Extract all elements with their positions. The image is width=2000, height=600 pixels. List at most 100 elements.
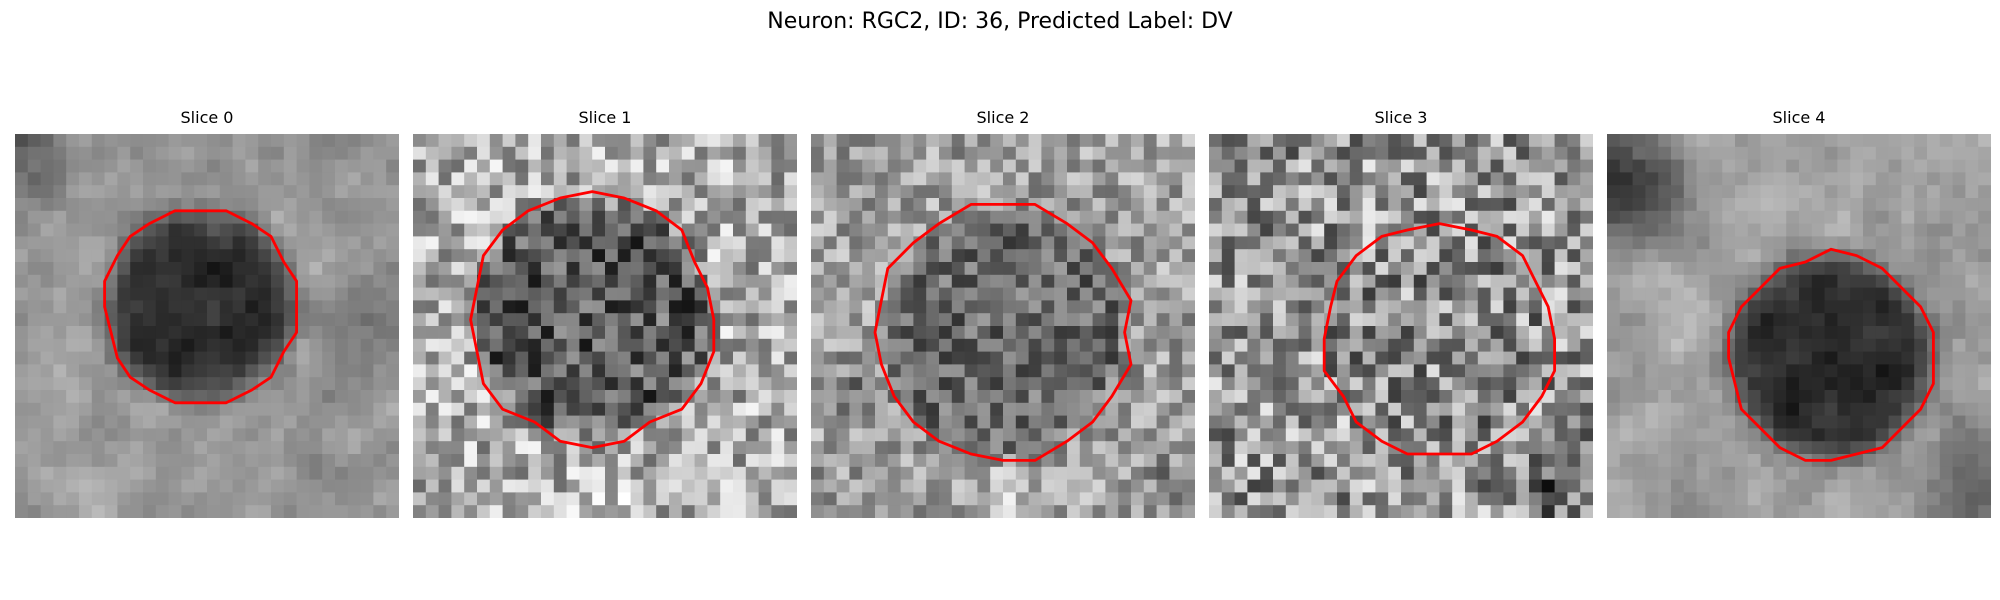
image-pixel: [964, 390, 978, 404]
image-pixel: [66, 287, 80, 301]
image-pixel: [207, 159, 221, 173]
image-pixel: [1273, 274, 1287, 288]
image-pixel: [181, 454, 195, 468]
image-pixel: [745, 146, 759, 160]
image-pixel: [1965, 402, 1979, 416]
image-pixel: [502, 287, 516, 301]
image-pixel: [771, 223, 785, 237]
image-pixel: [1401, 364, 1415, 378]
image-pixel: [643, 454, 657, 468]
image-pixel: [1965, 377, 1979, 391]
image-pixel: [1619, 466, 1633, 480]
image-pixel: [1234, 313, 1248, 327]
image-pixel: [784, 287, 797, 301]
image-pixel: [1285, 249, 1299, 263]
image-pixel: [913, 505, 927, 518]
image-pixel: [40, 415, 54, 429]
image-pixel: [1439, 492, 1453, 506]
image-pixel: [592, 377, 606, 391]
image-pixel: [245, 249, 259, 263]
image-pixel: [926, 210, 940, 224]
image-pixel: [1580, 249, 1593, 263]
image-pixel: [1156, 236, 1170, 250]
image-pixel: [1619, 223, 1633, 237]
image-pixel: [1131, 210, 1145, 224]
image-pixel: [1092, 326, 1106, 340]
image-pixel: [53, 262, 67, 276]
image-pixel: [1799, 441, 1813, 455]
image-pixel: [541, 402, 555, 416]
image-pixel: [1683, 441, 1697, 455]
image-pixel: [528, 274, 542, 288]
image-pixel: [207, 351, 221, 365]
image-pixel: [386, 441, 399, 455]
image-pixel: [1311, 274, 1325, 288]
image-pixel: [1965, 390, 1979, 404]
image-pixel: [1028, 492, 1042, 506]
image-pixel: [1722, 223, 1736, 237]
image-pixel: [258, 492, 272, 506]
image-pixel: [745, 262, 759, 276]
image-pixel: [758, 338, 772, 352]
image-pixel: [1607, 185, 1621, 199]
image-pixel: [91, 377, 105, 391]
image-pixel: [1337, 364, 1351, 378]
image-pixel: [438, 274, 452, 288]
image-pixel: [964, 454, 978, 468]
image-pixel: [53, 313, 67, 327]
image-pixel: [1477, 313, 1491, 327]
image-pixel: [245, 313, 259, 327]
image-pixel: [617, 492, 631, 506]
image-pixel: [489, 198, 503, 212]
image-pixel: [1914, 338, 1928, 352]
image-pixel: [1054, 287, 1068, 301]
image-pixel: [1773, 492, 1787, 506]
image-pixel: [258, 364, 272, 378]
image-pixel: [656, 313, 670, 327]
image-pixel: [1850, 390, 1864, 404]
image-pixel: [926, 351, 940, 365]
image-pixel: [438, 441, 452, 455]
image-pixel: [15, 159, 29, 173]
image-pixel: [1850, 313, 1864, 327]
image-pixel: [875, 172, 889, 186]
image-pixel: [219, 492, 233, 506]
image-pixel: [373, 428, 387, 442]
image-pixel: [515, 300, 529, 314]
image-pixel: [990, 210, 1004, 224]
image-pixel: [1914, 287, 1928, 301]
image-pixel: [438, 428, 452, 442]
image-pixel: [1182, 364, 1195, 378]
image-pixel: [1760, 364, 1774, 378]
image-pixel: [1439, 287, 1453, 301]
image-pixel: [579, 198, 593, 212]
image-pixel: [1837, 300, 1851, 314]
image-pixel: [1131, 146, 1145, 160]
image-pixel: [566, 492, 580, 506]
image-pixel: [1298, 492, 1312, 506]
image-pixel: [1747, 364, 1761, 378]
image-pixel: [811, 172, 825, 186]
image-pixel: [707, 364, 721, 378]
image-pixel: [887, 351, 901, 365]
image-pixel: [681, 185, 695, 199]
image-pixel: [1028, 313, 1042, 327]
image-pixel: [1452, 326, 1466, 340]
image-pixel: [194, 313, 208, 327]
image-pixel: [1607, 364, 1621, 378]
image-pixel: [15, 172, 29, 186]
image-pixel: [681, 198, 695, 212]
image-pixel: [194, 428, 208, 442]
image-pixel: [1156, 492, 1170, 506]
image-pixel: [1054, 415, 1068, 429]
image-pixel: [271, 505, 285, 518]
image-pixel: [1221, 492, 1235, 506]
image-pixel: [143, 313, 157, 327]
image-pixel: [875, 454, 889, 468]
image-pixel: [823, 249, 837, 263]
image-pixel: [656, 223, 670, 237]
image-pixel: [849, 492, 863, 506]
image-pixel: [1607, 172, 1621, 186]
image-pixel: [207, 479, 221, 493]
image-pixel: [143, 159, 157, 173]
